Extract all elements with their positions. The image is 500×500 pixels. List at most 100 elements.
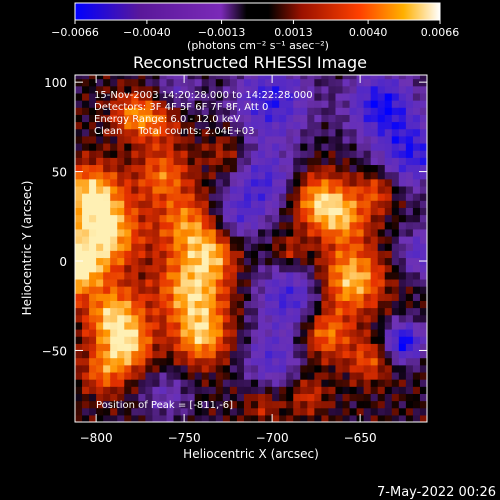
heatmap-cell xyxy=(321,364,330,373)
heatmap-cell xyxy=(272,314,280,323)
heatmap-cell xyxy=(103,307,111,316)
heatmap-cell xyxy=(300,114,308,123)
heatmap-cell xyxy=(173,157,182,166)
heatmap-cell xyxy=(370,257,379,266)
heatmap-cell xyxy=(215,414,224,422)
heatmap-cell xyxy=(314,228,322,237)
heatmap-cell xyxy=(265,414,273,422)
heatmap-cell xyxy=(194,107,203,115)
heatmap-cell xyxy=(363,343,372,352)
heatmap-cell xyxy=(124,207,132,216)
heatmap-cell xyxy=(243,207,252,216)
heatmap-cell xyxy=(117,121,125,130)
heatmap-cell xyxy=(328,221,337,230)
heatmap-cell xyxy=(131,92,139,101)
heatmap-cell xyxy=(124,235,132,244)
heatmap-cell xyxy=(293,414,301,422)
heatmap-cell xyxy=(103,393,111,402)
heatmap-cell xyxy=(138,271,146,280)
heatmap-cell xyxy=(258,193,266,201)
heatmap-cell xyxy=(96,250,104,259)
heatmap-cell xyxy=(194,150,203,158)
heatmap-cell xyxy=(180,235,189,244)
heatmap-cell xyxy=(342,364,351,373)
heatmap-cell xyxy=(236,85,245,94)
heatmap-cell xyxy=(110,228,118,237)
heatmap-cell xyxy=(166,414,175,422)
heatmap-cell xyxy=(321,264,330,273)
heatmap-cell xyxy=(173,178,182,187)
heatmap-cell xyxy=(131,336,139,344)
heatmap-cell xyxy=(117,75,125,80)
heatmap-cell xyxy=(243,92,252,101)
heatmap-cell xyxy=(75,407,83,416)
heatmap-cell xyxy=(194,78,203,87)
heatmap-cell xyxy=(89,193,97,201)
heatmap-cell xyxy=(173,107,182,115)
heatmap-cell xyxy=(180,178,189,187)
heatmap-cell xyxy=(75,321,83,330)
heatmap-cell xyxy=(419,243,427,251)
heatmap-cell xyxy=(300,92,308,101)
heatmap-cell xyxy=(103,121,111,130)
heatmap-cell xyxy=(349,164,358,173)
heatmap-cell xyxy=(103,286,111,294)
heatmap-cell xyxy=(96,350,104,359)
heatmap-cell xyxy=(236,343,245,352)
heatmap-cell xyxy=(419,293,427,301)
heatmap-cell xyxy=(82,185,90,194)
heatmap-cell xyxy=(96,357,104,366)
heatmap-cell xyxy=(419,379,427,387)
heatmap-cell xyxy=(131,343,139,352)
heatmap-cell xyxy=(201,235,210,244)
heatmap-cell xyxy=(194,293,203,301)
heatmap-cell xyxy=(258,107,266,115)
heatmap-cell xyxy=(187,92,196,101)
heatmap-cell xyxy=(173,135,182,144)
heatmap-cell xyxy=(89,357,97,366)
heatmap-cell xyxy=(103,250,111,259)
heatmap-cell xyxy=(124,142,132,151)
heatmap-cell xyxy=(335,214,344,223)
heatmap-cell xyxy=(349,228,358,237)
heatmap-cell xyxy=(307,343,315,352)
heatmap-cell xyxy=(321,228,330,237)
heatmap-cell xyxy=(370,107,379,115)
heatmap-cell xyxy=(96,407,104,416)
heatmap-cell xyxy=(412,75,421,80)
heatmap-cell xyxy=(370,271,379,280)
heatmap-cell xyxy=(279,321,287,330)
heatmap-cell xyxy=(419,221,427,230)
heatmap-cell xyxy=(419,364,427,373)
heatmap-cell xyxy=(145,414,154,422)
heatmap-cell xyxy=(194,193,203,201)
heatmap-cell xyxy=(405,250,414,259)
heatmap-cell xyxy=(279,107,287,115)
heatmap-cell xyxy=(208,336,217,344)
heatmap-cell xyxy=(300,243,308,251)
heatmap-cell xyxy=(349,171,358,180)
heatmap-cell xyxy=(229,407,238,416)
heatmap-cell xyxy=(96,75,104,80)
heatmap-cell xyxy=(89,121,97,130)
heatmap-cell xyxy=(405,135,414,144)
heatmap-cell xyxy=(82,364,90,373)
heatmap-cell xyxy=(152,307,161,316)
heatmap-cell xyxy=(110,92,118,101)
heatmap-cell xyxy=(208,350,217,359)
heatmap-cell xyxy=(138,100,146,108)
heatmap-cell xyxy=(391,271,400,280)
heatmap-cell xyxy=(201,293,210,301)
heatmap-cell xyxy=(145,407,154,416)
heatmap-cell xyxy=(412,350,421,359)
heatmap-cell xyxy=(229,75,238,80)
heatmap-cell xyxy=(265,150,273,158)
heatmap-cell xyxy=(229,164,238,173)
heatmap-cell xyxy=(370,150,379,158)
heatmap-cell xyxy=(131,85,139,94)
heatmap-cell xyxy=(335,371,344,380)
heatmap-cell xyxy=(159,264,168,273)
heatmap-cell xyxy=(236,386,245,394)
heatmap-cell xyxy=(412,307,421,316)
heatmap-cell xyxy=(258,264,266,273)
